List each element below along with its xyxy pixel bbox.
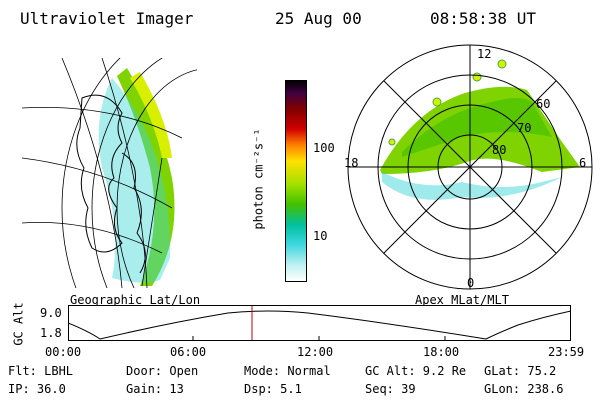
altitude-axis-label: GC Alt <box>11 302 26 346</box>
altitude-tick-high: 9.0 <box>40 306 62 320</box>
mlat-label-60: 60 <box>536 97 550 111</box>
ip-info: IP: 36.0 <box>8 382 66 396</box>
polar-aurora-diffuse <box>382 172 562 200</box>
seq-info: Seq: 39 <box>365 382 416 396</box>
colorbar <box>285 80 307 282</box>
time-tick-0000: 00:00 <box>45 345 82 359</box>
time-tick-2359: 23:59 <box>548 345 585 359</box>
gc-alt-info: GC Alt: 9.2 Re <box>365 364 467 378</box>
apex-label: Apex MLat/MLT <box>415 293 509 307</box>
colorbar-unit-label: photon cm⁻²s⁻¹ <box>251 128 266 230</box>
mlt-label-0: 0 <box>467 276 474 290</box>
mlt-label-18: 18 <box>344 156 358 170</box>
time-tick-0600: 06:00 <box>170 345 207 359</box>
mlt-label-12: 12 <box>477 47 491 61</box>
time-tick-1200: 12:00 <box>297 345 334 359</box>
geographic-map <box>22 58 197 288</box>
altitude-tick-low: 1.8 <box>40 326 62 340</box>
filter-info: Flt: LBHL <box>8 364 74 378</box>
geo-coastline <box>76 94 123 253</box>
polar-plot: 12 18 6 0 60 70 80 <box>344 44 593 290</box>
geographic-label: Geographic Lat/Lon <box>70 293 201 307</box>
time-tick-1800: 18:00 <box>423 345 460 359</box>
instrument-title: Ultraviolet Imager <box>20 9 194 28</box>
altitude-plot <box>68 305 571 341</box>
glon-info: GLon: 238.6 <box>484 382 564 396</box>
mlat-label-70: 70 <box>517 121 531 135</box>
geo-aurora-band <box>117 68 175 286</box>
mlt-label-6: 6 <box>579 156 586 170</box>
door-info: Door: Open <box>126 364 199 378</box>
geo-aurora-bright <box>130 72 172 158</box>
date-label: 25 Aug 00 <box>275 9 362 28</box>
mlat-label-80: 80 <box>492 143 506 157</box>
glat-info: GLat: 75.2 <box>484 364 557 378</box>
geo-coastline-east <box>121 152 146 274</box>
colorbar-tick-10: 10 <box>313 229 328 243</box>
gain-info: Gain: 13 <box>126 382 184 396</box>
time-label: 08:58:38 UT <box>430 9 536 28</box>
colorbar-tick-100: 100 <box>313 141 335 155</box>
mode-info: Mode: Normal <box>244 364 331 378</box>
altitude-curve <box>68 310 571 340</box>
dsp-info: Dsp: 5.1 <box>244 382 302 396</box>
